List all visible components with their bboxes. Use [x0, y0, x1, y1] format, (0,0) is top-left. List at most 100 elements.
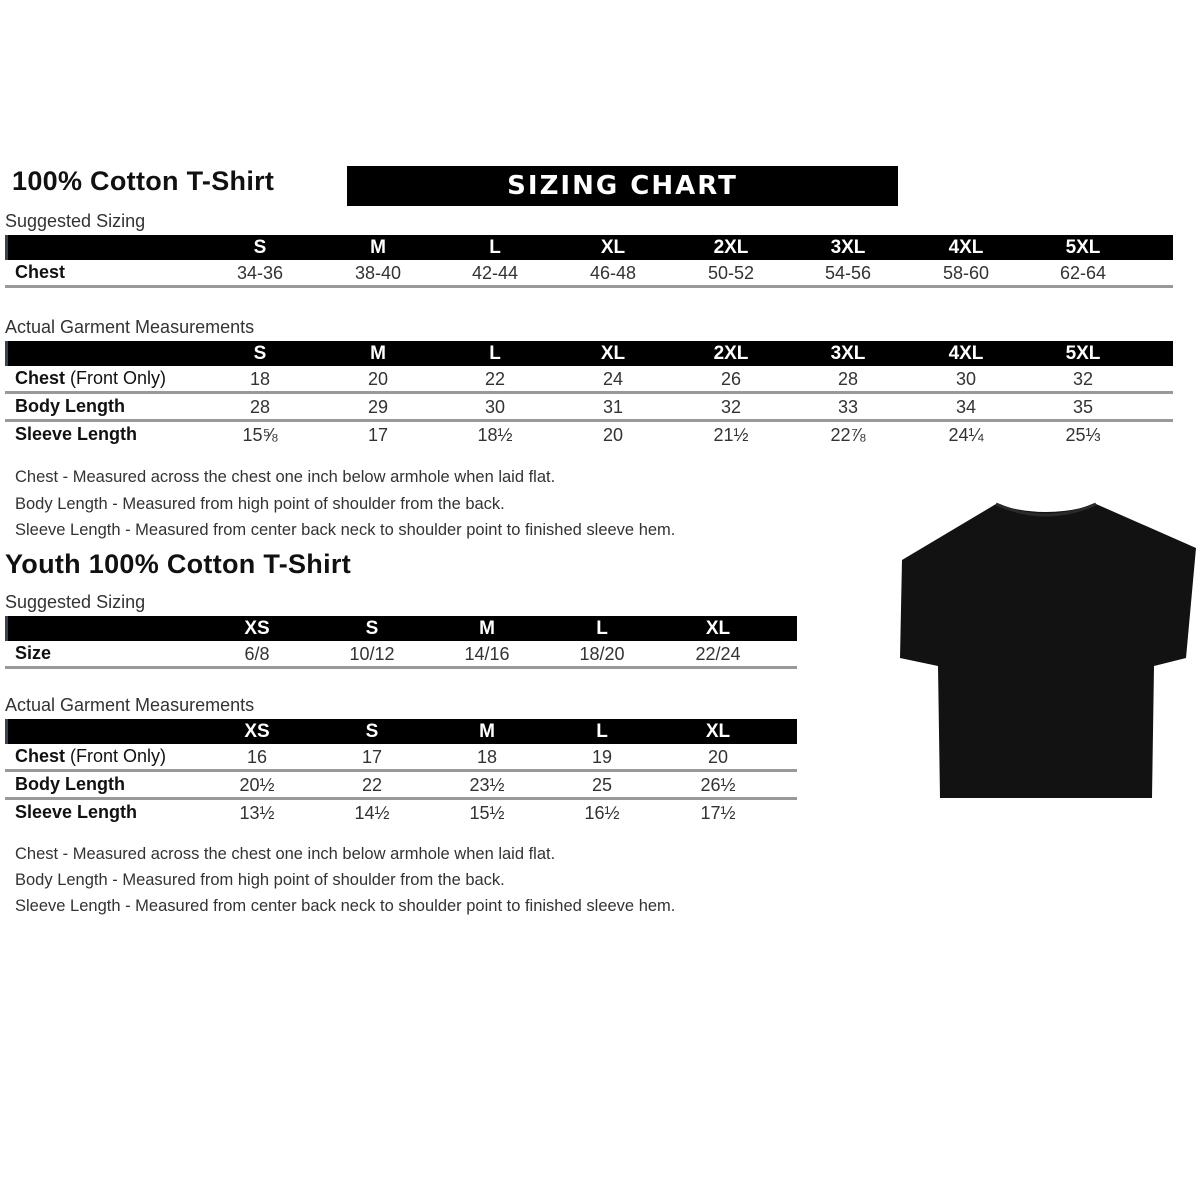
table-row: Body Length 28 29 30 31 32 33 34 35: [5, 394, 1173, 422]
size-header-4xl: 4XL: [948, 237, 984, 258]
row-label-text: Chest: [15, 746, 66, 766]
cell-value: 31: [602, 397, 624, 417]
row-label-text: Sleeve Length: [15, 802, 138, 822]
cell-value: 54-56: [824, 263, 872, 283]
youth-suggested-table: XS S M L XL Size 6/8 10/12 14/16 18/20 22/24: [5, 616, 797, 669]
cell-value: 32: [720, 397, 742, 417]
cell-value: 46-48: [589, 263, 637, 283]
row-label: Chest (Front Only): [15, 368, 166, 389]
youth-note-sleeve: Sleeve Length - Measured from center bac…: [15, 897, 676, 915]
cell-value: 25: [591, 775, 613, 795]
cell-value: 22: [361, 775, 383, 795]
cell-value: 20½: [239, 775, 275, 795]
cell-value: 18½: [477, 425, 513, 445]
cell-value: 17: [361, 747, 383, 767]
size-header-3xl: 3XL: [830, 343, 866, 364]
size-header-xl: XL: [600, 343, 626, 364]
size-header-s: S: [365, 721, 379, 742]
size-header-row: XS S M L XL: [5, 616, 797, 641]
adult-note-body: Body Length - Measured from high point o…: [15, 495, 505, 513]
row-label-text: Sleeve Length: [15, 424, 138, 444]
table-row: Size 6/8 10/12 14/16 18/20 22/24: [5, 641, 797, 669]
size-header-s: S: [365, 618, 379, 639]
tshirt-icon: [900, 502, 1196, 798]
size-header-2xl: 2XL: [713, 343, 749, 364]
cell-value: 18/20: [579, 644, 625, 664]
row-label-text: Chest: [15, 368, 66, 388]
cell-value: 28: [837, 369, 859, 389]
cell-value: 20: [367, 369, 389, 389]
cell-value: 29: [367, 397, 389, 417]
cell-value: 22: [484, 369, 506, 389]
cell-value: 28: [249, 397, 271, 417]
cell-value: 26: [720, 369, 742, 389]
row-label: Body Length: [15, 774, 125, 795]
cell-value: 24¼: [948, 425, 984, 445]
cell-value: 10/12: [349, 644, 395, 664]
size-header-xl: XL: [600, 237, 626, 258]
size-header-3xl: 3XL: [830, 237, 866, 258]
youth-actual-table: XS S M L XL Chest (Front Only) 16 17 18 19 20 Body …: [5, 719, 797, 828]
row-label-suffix: (Front Only): [65, 368, 167, 388]
cell-value: 14½: [354, 803, 390, 823]
adult-actual-label: Actual Garment Measurements: [5, 317, 255, 337]
cell-value: 38-40: [354, 263, 402, 283]
size-header-row: S M L XL 2XL 3XL 4XL 5XL: [5, 341, 1173, 366]
cell-value: 20: [602, 425, 624, 445]
row-label-text: Chest: [15, 262, 66, 282]
cell-value: 34-36: [236, 263, 284, 283]
size-header-xl: XL: [705, 721, 731, 742]
cell-value: 26½: [700, 775, 736, 795]
row-label: Sleeve Length: [15, 424, 137, 445]
adult-title: 100% Cotton T-Shirt: [12, 166, 275, 196]
row-label: Chest: [15, 262, 65, 283]
size-header-4xl: 4XL: [948, 343, 984, 364]
size-header-m: M: [370, 343, 386, 364]
row-label: Size: [15, 643, 51, 664]
cell-value: 17½: [700, 803, 736, 823]
size-header-m: M: [479, 618, 495, 639]
size-header-s: S: [253, 343, 267, 364]
cell-value: 32: [1072, 369, 1094, 389]
cell-value: 23½: [469, 775, 505, 795]
size-header-l: L: [596, 618, 608, 639]
cell-value: 62-64: [1059, 263, 1107, 283]
cell-value: 30: [484, 397, 506, 417]
cell-value: 42-44: [471, 263, 519, 283]
size-header-row: XS S M L XL: [5, 719, 797, 744]
cell-value: 18: [249, 369, 271, 389]
size-header-5xl: 5XL: [1065, 343, 1101, 364]
row-label-text: Body Length: [15, 774, 125, 794]
cell-value: 22/24: [695, 644, 741, 664]
table-row: Chest 34-36 38-40 42-44 46-48 50-52 54-56 58-60…: [5, 260, 1173, 288]
cell-value: 20: [707, 747, 729, 767]
row-label: Sleeve Length: [15, 802, 137, 823]
row-label-text: Size: [15, 643, 52, 663]
cell-value: 6/8: [244, 644, 270, 664]
cell-value: 50-52: [707, 263, 755, 283]
cell-value: 16½: [584, 803, 620, 823]
cell-value: 15⅝: [242, 425, 278, 445]
cell-value: 24: [602, 369, 624, 389]
sizing-chart-banner: SIZING CHART: [347, 166, 898, 206]
size-header-row: S M L XL 2XL 3XL 4XL 5XL: [5, 235, 1173, 260]
cell-value: 21½: [713, 425, 749, 445]
size-header-l: L: [596, 721, 608, 742]
table-row: Sleeve Length 13½ 14½ 15½ 16½ 17½: [5, 800, 797, 828]
youth-title: Youth 100% Cotton T-Shirt: [5, 549, 351, 579]
table-row: Chest (Front Only) 18 20 22 24 26 28 30 32: [5, 366, 1173, 394]
cell-value: 35: [1072, 397, 1094, 417]
cell-value: 58-60: [942, 263, 990, 283]
cell-value: 15½: [469, 803, 505, 823]
size-header-l: L: [489, 343, 501, 364]
table-row: Body Length 20½ 22 23½ 25 26½: [5, 772, 797, 800]
adult-actual-table: S M L XL 2XL 3XL 4XL 5XL Chest (Front Only) 18 20 2…: [5, 341, 1173, 450]
cell-value: 13½: [239, 803, 275, 823]
row-label-text: Body Length: [15, 396, 125, 416]
row-label: Body Length: [15, 396, 125, 417]
cell-value: 33: [837, 397, 859, 417]
size-header-xl: XL: [705, 618, 731, 639]
row-label: Chest (Front Only): [15, 746, 166, 767]
size-header-5xl: 5XL: [1065, 237, 1101, 258]
size-header-l: L: [489, 237, 501, 258]
